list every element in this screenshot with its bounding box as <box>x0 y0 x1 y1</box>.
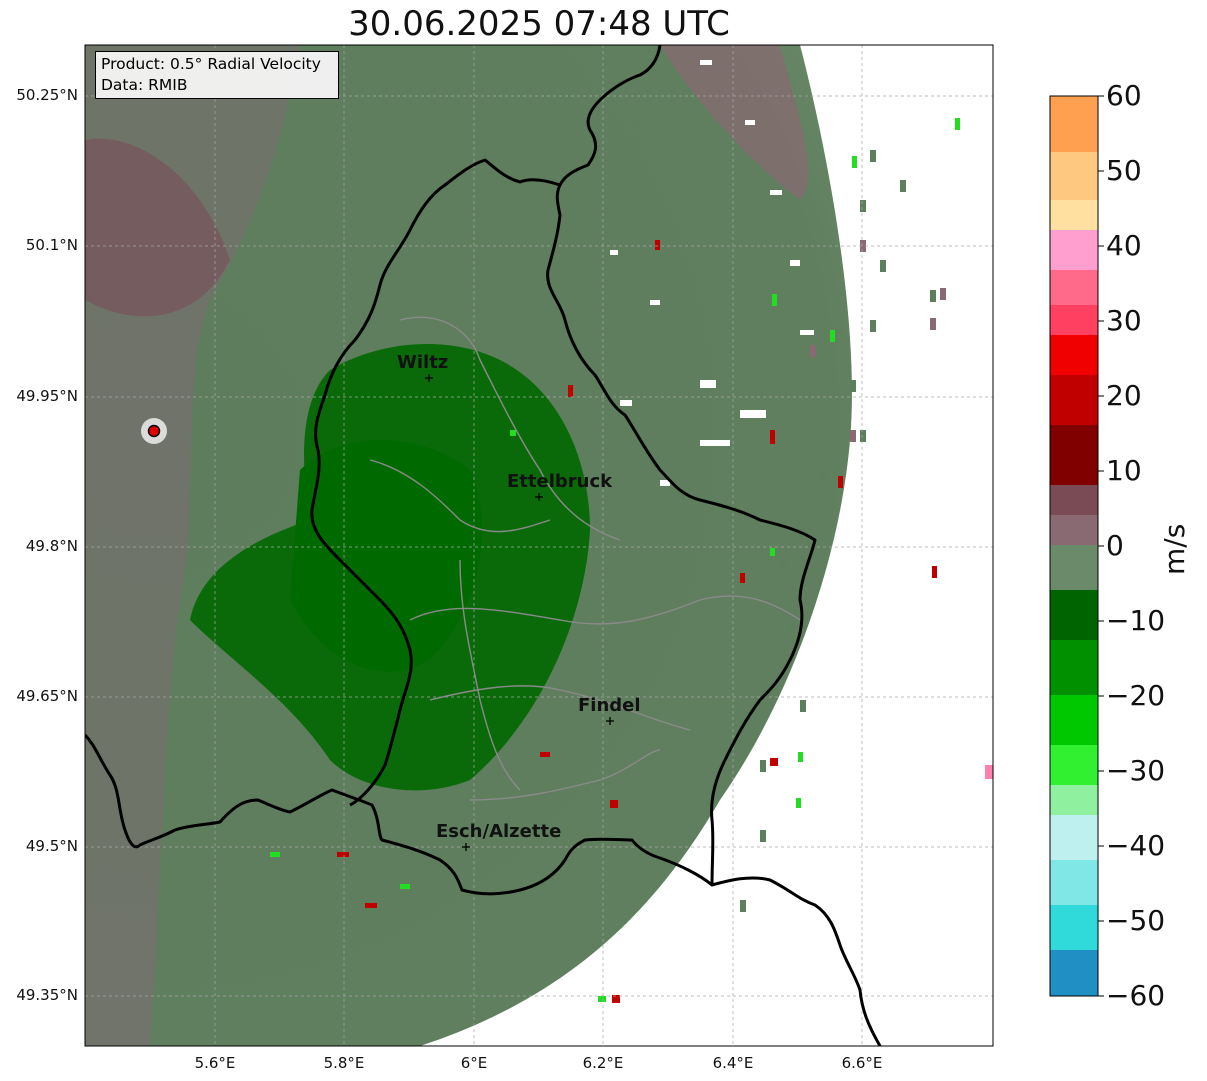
map-title: 30.06.2025 07:48 UTC <box>348 4 730 44</box>
radar-site-marker <box>147 424 161 438</box>
lon-label: 6°E <box>460 1054 488 1072</box>
lat-label: 49.35°N <box>16 986 78 1004</box>
product-info-box: Product: 0.5° Radial Velocity Data: RMIB <box>95 51 339 99</box>
colorbar-tick: −20 <box>1106 679 1166 712</box>
lon-label: 6.6°E <box>841 1054 883 1072</box>
colorbar-tick: 60 <box>1106 79 1142 112</box>
colorbar-tick: 40 <box>1106 229 1142 262</box>
colorbar-tick: −60 <box>1106 979 1166 1012</box>
map-frame <box>84 44 994 1047</box>
city-label-findel: Findel <box>578 695 641 716</box>
product-label: Product: 0.5° Radial Velocity <box>101 55 321 73</box>
radar-velocity-field <box>85 45 993 1046</box>
city-label-esch-alzette: Esch/Alzette <box>436 821 562 842</box>
city-markers <box>425 374 614 851</box>
lat-label: 50.1°N <box>25 236 78 254</box>
data-source-label: Data: RMIB <box>101 76 188 94</box>
lat-label: 49.5°N <box>25 837 78 855</box>
colorbar-tick: −30 <box>1106 754 1166 787</box>
national-borders <box>85 45 882 1046</box>
city-label-wiltz: Wiltz <box>397 352 449 373</box>
canton-boundaries <box>369 316 801 801</box>
colorbar-tick: −50 <box>1106 904 1166 937</box>
lat-label: 49.8°N <box>25 537 78 555</box>
lat-label: 49.95°N <box>16 387 78 405</box>
colorbar-unit-label: m/s <box>1158 523 1191 575</box>
colorbar-tick: −40 <box>1106 829 1166 862</box>
colorbar-tick: 10 <box>1106 454 1142 487</box>
colorbar-tick: −10 <box>1106 604 1166 637</box>
colorbar-tick: 50 <box>1106 154 1142 187</box>
lat-label: 49.65°N <box>16 687 78 705</box>
colorbar <box>1049 95 1104 997</box>
colorbar-tick: 0 <box>1106 529 1124 562</box>
colorbar-tick: 30 <box>1106 304 1142 337</box>
city-label-ettelbruck: Ettelbruck <box>507 471 613 492</box>
lon-label: 5.6°E <box>194 1054 236 1072</box>
lat-label: 50.25°N <box>16 86 78 104</box>
lon-label: 6.2°E <box>582 1054 624 1072</box>
lon-label: 5.8°E <box>323 1054 365 1072</box>
colorbar-tick: 20 <box>1106 379 1142 412</box>
lon-label: 6.4°E <box>712 1054 754 1072</box>
